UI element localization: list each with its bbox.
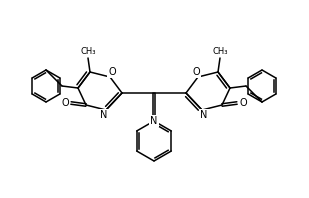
Text: O: O bbox=[239, 98, 247, 108]
Text: CH₃: CH₃ bbox=[80, 47, 96, 55]
Text: O: O bbox=[61, 98, 69, 108]
Text: CH₃: CH₃ bbox=[212, 47, 228, 55]
Text: O: O bbox=[108, 67, 116, 77]
Text: N: N bbox=[200, 110, 208, 120]
Text: O: O bbox=[192, 67, 200, 77]
Text: N: N bbox=[150, 116, 158, 126]
Text: N: N bbox=[100, 110, 108, 120]
